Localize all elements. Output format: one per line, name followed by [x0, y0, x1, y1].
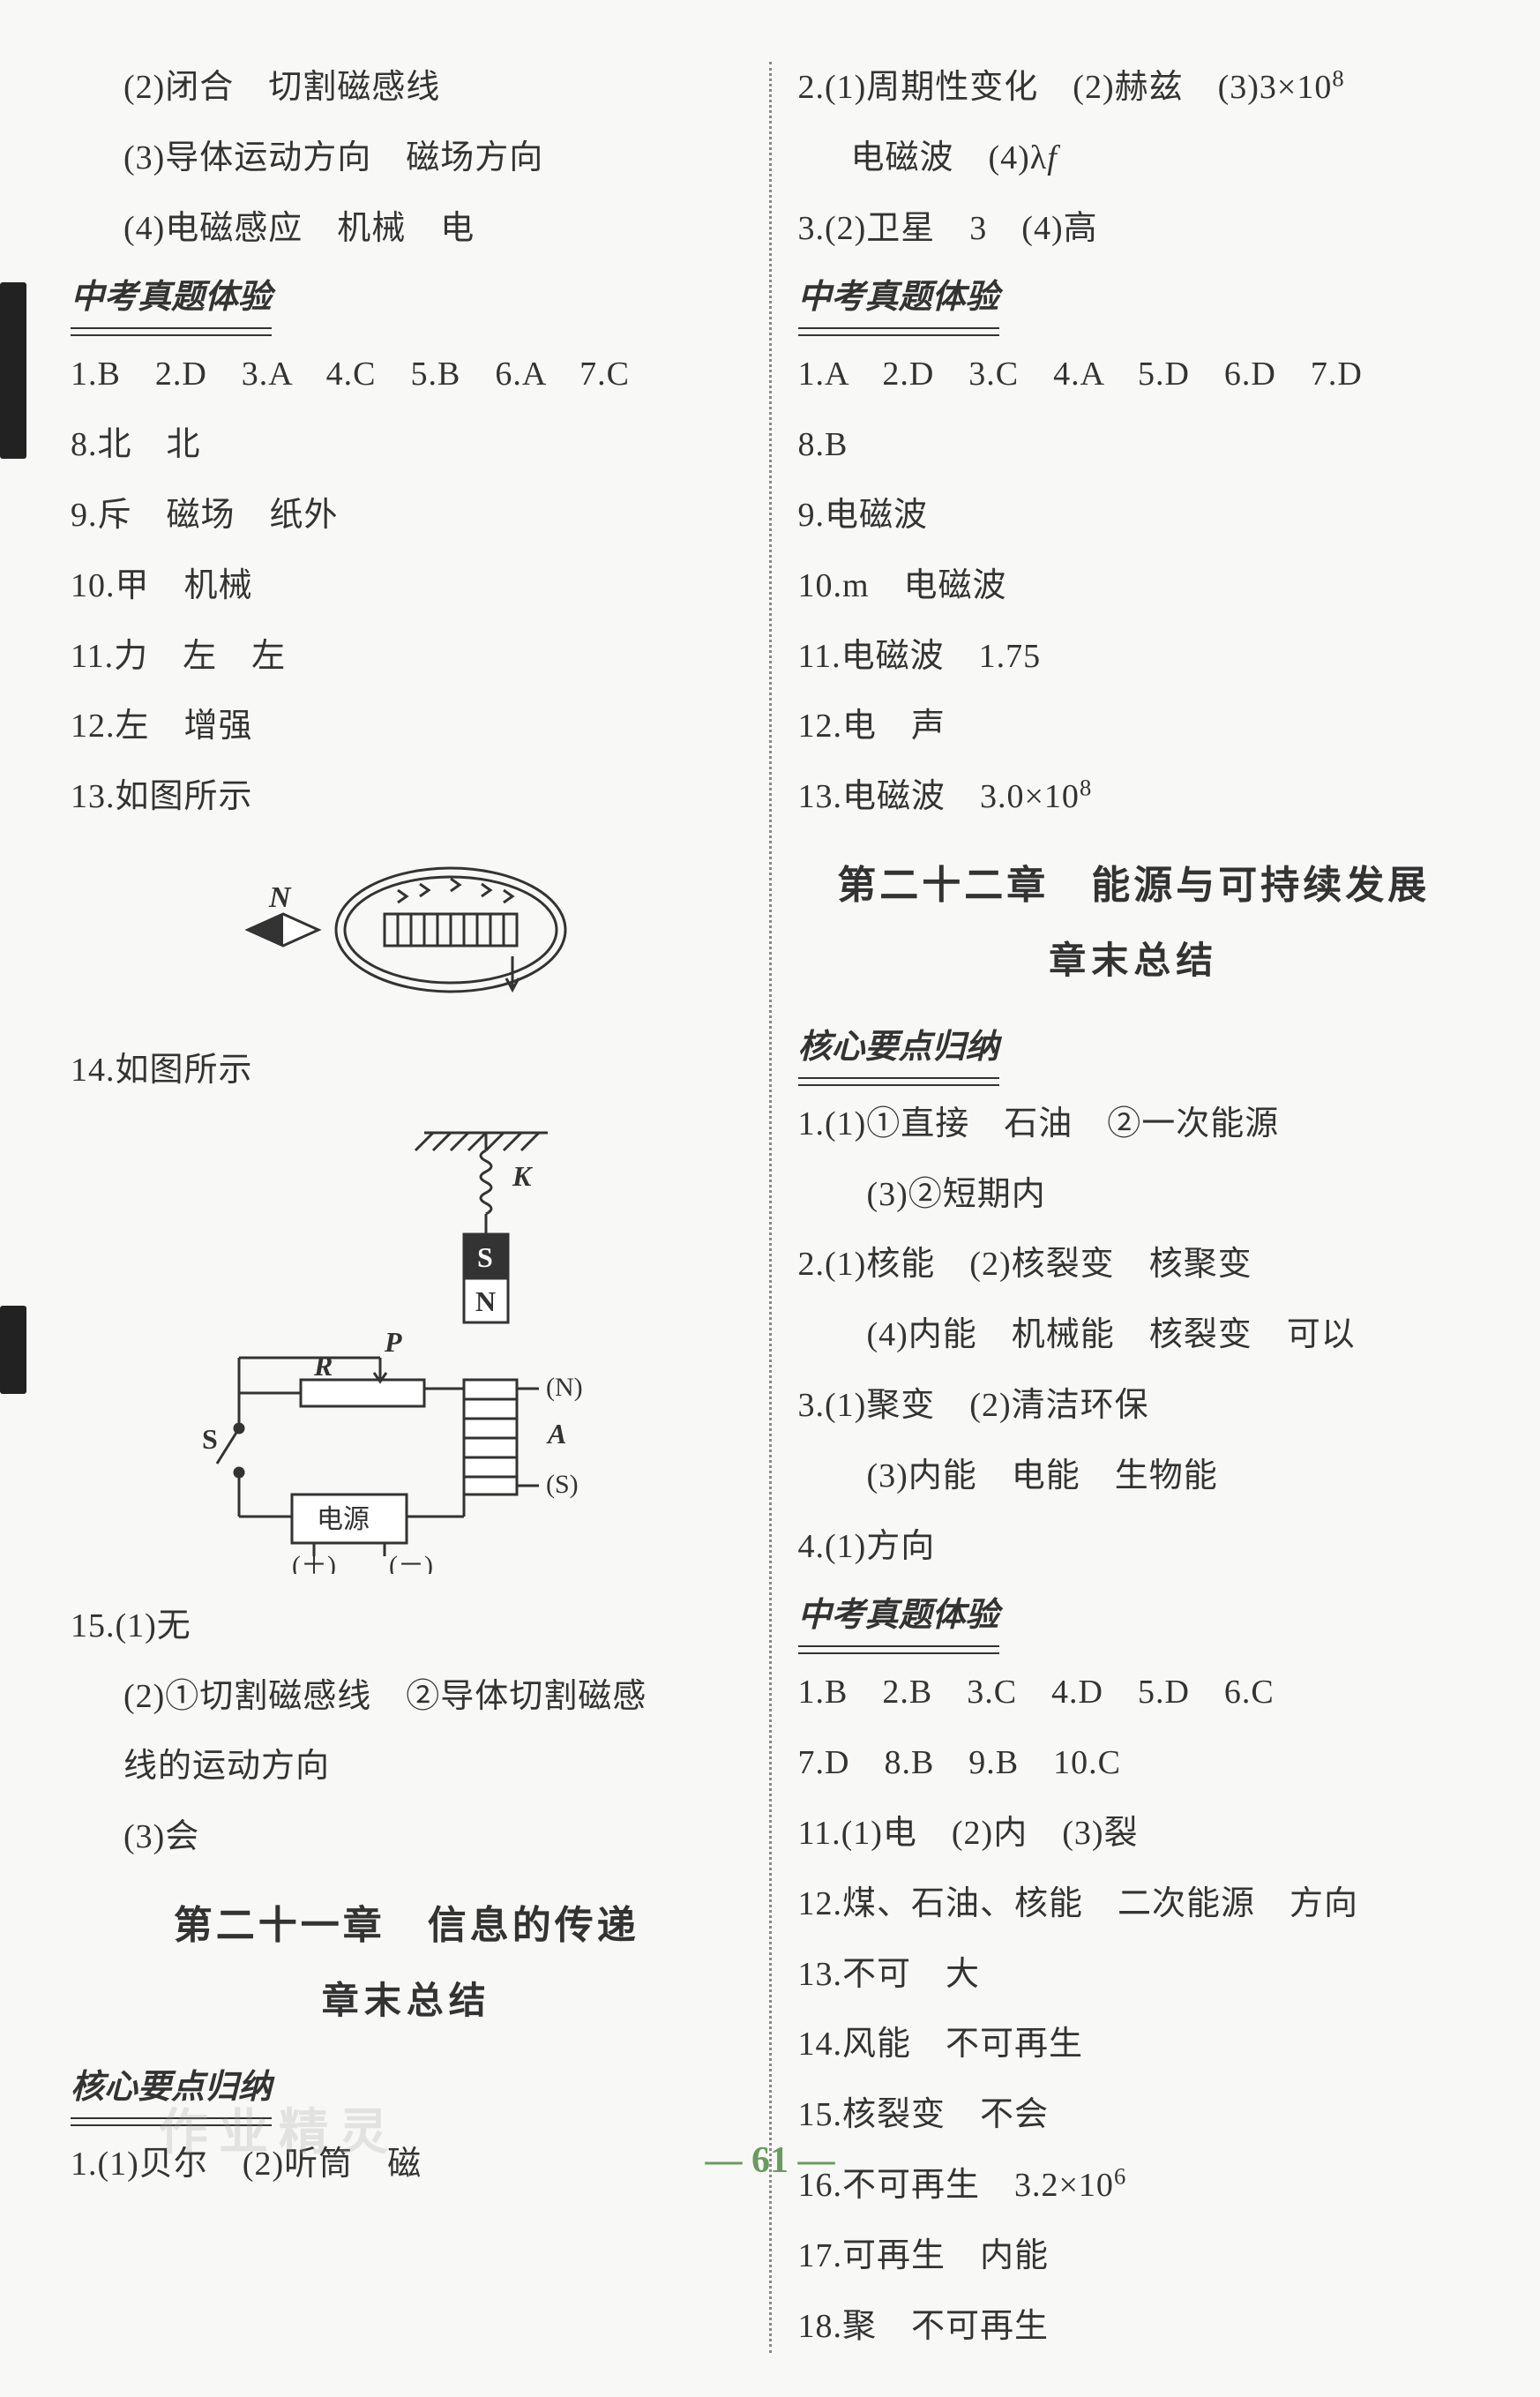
- text-line: 11.力 左 左: [71, 622, 743, 693]
- svg-text:(－): (－): [389, 1551, 433, 1574]
- text-line: (2)①切割磁感线 ②导体切割磁感: [71, 1662, 743, 1733]
- text-line: (3)导体运动方向 磁场方向: [71, 124, 743, 194]
- svg-text:A: A: [546, 1418, 566, 1449]
- compass-n-label: N: [268, 881, 292, 914]
- right-column: 2.(1)周期性变化 (2)赫兹 (3)3×108 电磁波 (4)λf 3.(2…: [798, 53, 1470, 2362]
- text-line: 17.可再生 内能: [798, 2221, 1470, 2292]
- text-line: 8.北 北: [71, 410, 743, 481]
- text-line: 3.(1)聚变 (2)清洁环保: [798, 1371, 1470, 1442]
- svg-text:N: N: [475, 1285, 496, 1317]
- text-line: 电磁波 (4)λf: [798, 124, 1470, 194]
- text-line: 线的运动方向: [71, 1732, 743, 1802]
- text-line: 8.B: [798, 410, 1470, 481]
- text-line: 18.聚 不可再生: [798, 2292, 1470, 2363]
- svg-text:(N): (N): [546, 1373, 583, 1402]
- text-line: (2)闭合 切割磁感线: [71, 53, 743, 124]
- section-header: 核心要点归纳: [798, 1014, 999, 1082]
- text-line: 3.(2)卫星 3 (4)高: [798, 194, 1470, 265]
- text-line: (3)会: [71, 1802, 743, 1873]
- text-line: 2.(1)周期性变化 (2)赫兹 (3)3×108: [798, 53, 1470, 124]
- figure-circuit-electromagnet: K S N P R (N) A (S) S 电源 (＋) (－): [160, 1115, 654, 1574]
- text-line: 1.(1)①直接 石油 ②一次能源: [798, 1090, 1470, 1160]
- text-line: 4.(1)方向: [798, 1512, 1470, 1583]
- text-line: 11.(1)电 (2)内 (3)裂: [798, 1799, 1470, 1869]
- page-number: — 61 —: [0, 2139, 1540, 2182]
- text-line: (3)内能 电能 生物能: [798, 1442, 1470, 1512]
- text-line: 11.电磁波 1.75: [798, 622, 1470, 693]
- page-number-value: 61: [751, 2140, 789, 2181]
- svg-text:P: P: [384, 1326, 402, 1358]
- svg-text:K: K: [512, 1160, 534, 1192]
- text-line: 9.电磁波: [798, 481, 1470, 551]
- chapter-title: 第二十二章 能源与可持续发展: [798, 850, 1470, 920]
- svg-text:(S): (S): [546, 1470, 579, 1499]
- text-line: 14.如图所示: [71, 1036, 743, 1106]
- text-line: 12.煤、石油、核能 二次能源 方向: [798, 1869, 1470, 1940]
- svg-text:电源: 电源: [317, 1505, 370, 1534]
- text-line: 12.电 声: [798, 692, 1470, 762]
- svg-text:(＋): (＋): [292, 1551, 336, 1574]
- text-line: 2.(1)核能 (2)核裂变 核聚变: [798, 1230, 1470, 1300]
- chapter-title: 第二十一章 信息的传递: [71, 1891, 743, 1960]
- text-line: 1.B 2.D 3.A 4.C 5.B 6.A 7.C: [71, 340, 743, 410]
- text-line: 15.(1)无: [71, 1592, 743, 1662]
- svg-text:R: R: [313, 1350, 333, 1382]
- text-line: 9.斥 磁场 纸外: [71, 481, 743, 551]
- section-header: 中考真题体验: [71, 264, 272, 333]
- text-line: 14.风能 不可再生: [798, 2010, 1470, 2080]
- text-line: (4)电磁感应 机械 电: [71, 194, 743, 265]
- text-line: 13.如图所示: [71, 762, 743, 833]
- section-header: 核心要点归纳: [71, 2054, 272, 2123]
- left-column: (2)闭合 切割磁感线 (3)导体运动方向 磁场方向 (4)电磁感应 机械 电 …: [71, 53, 743, 2362]
- chapter-subtitle: 章末总结: [71, 1969, 743, 2036]
- chapter-subtitle: 章末总结: [798, 929, 1470, 996]
- text-line: 1.B 2.B 3.C 4.D 5.D 6.C: [798, 1658, 1470, 1728]
- page-content: (2)闭合 切割磁感线 (3)导体运动方向 磁场方向 (4)电磁感应 机械 电 …: [0, 0, 1540, 2397]
- text-line: 13.不可 大: [798, 1940, 1470, 2011]
- text-line: 10.甲 机械: [71, 551, 743, 622]
- text-line: 13.电磁波 3.0×108: [798, 762, 1470, 833]
- text-line: (3)②短期内: [798, 1160, 1470, 1231]
- svg-text:S: S: [477, 1241, 493, 1273]
- text-line: 10.m 电磁波: [798, 551, 1470, 622]
- text-line: 7.D 8.B 9.B 10.C: [798, 1728, 1470, 1799]
- svg-text:S: S: [202, 1423, 218, 1455]
- text-line: 1.A 2.D 3.C 4.A 5.D 6.D 7.D: [798, 340, 1470, 410]
- text-line: (4)内能 机械能 核裂变 可以: [798, 1300, 1470, 1371]
- figure-coil-compass: N: [221, 842, 592, 1018]
- text-line: 12.左 增强: [71, 692, 743, 762]
- section-header: 中考真题体验: [798, 264, 999, 333]
- column-divider: [769, 62, 772, 2353]
- section-header: 中考真题体验: [798, 1582, 999, 1651]
